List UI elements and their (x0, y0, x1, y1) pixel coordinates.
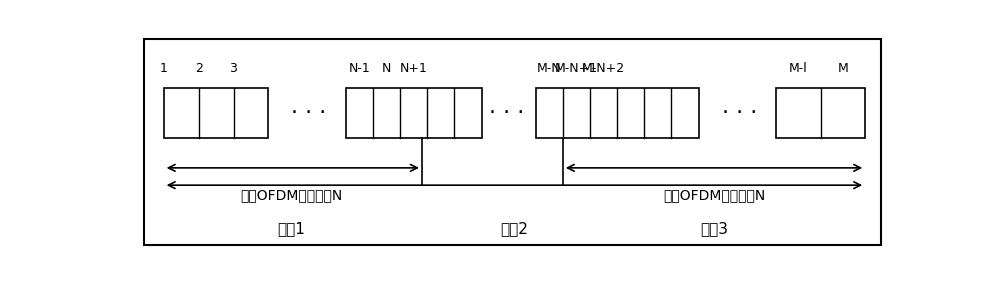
Text: 一个OFDM符号长度N: 一个OFDM符号长度N (663, 188, 765, 202)
Text: · · ·: · · · (291, 103, 326, 123)
Text: M-N: M-N (537, 62, 562, 75)
Text: 位置3: 位置3 (700, 221, 728, 236)
Text: M-N+1: M-N+1 (555, 62, 598, 75)
Text: N-1: N-1 (349, 62, 370, 75)
Text: 2: 2 (195, 62, 203, 75)
Text: 1: 1 (160, 62, 168, 75)
Bar (164, 88, 268, 138)
Text: · · ·: · · · (489, 103, 524, 123)
Text: 一个OFDM符号长度N: 一个OFDM符号长度N (240, 188, 343, 202)
Text: M-N+2: M-N+2 (582, 62, 625, 75)
Text: M-l: M-l (789, 62, 808, 75)
Text: 3: 3 (230, 62, 237, 75)
Text: 位置1: 位置1 (278, 221, 306, 236)
Text: M: M (837, 62, 848, 75)
Text: · · ·: · · · (722, 103, 757, 123)
Bar (776, 88, 865, 138)
Text: N: N (382, 62, 391, 75)
Bar (346, 88, 482, 138)
Text: 位置2: 位置2 (500, 221, 528, 236)
Text: N+1: N+1 (400, 62, 428, 75)
Bar (536, 88, 698, 138)
